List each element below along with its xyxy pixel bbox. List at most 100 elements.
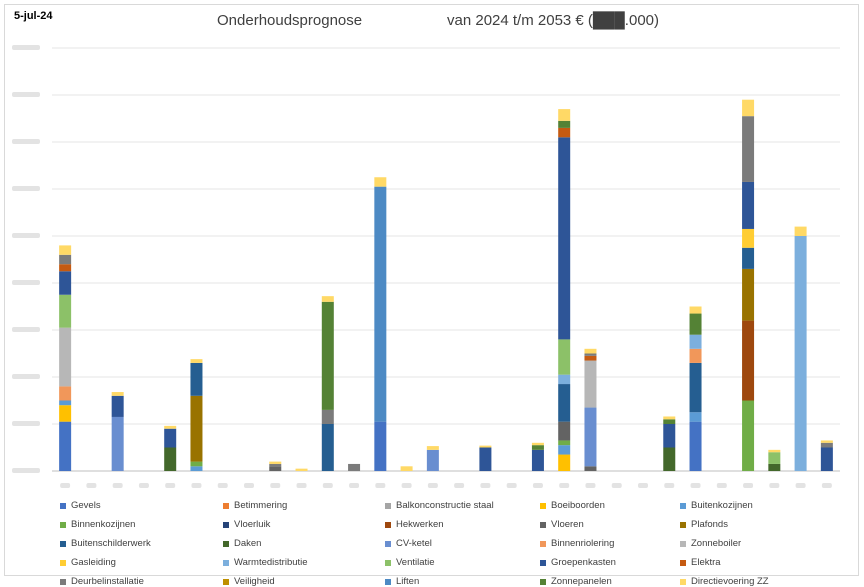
bar-segment	[689, 306, 702, 314]
bar-segment	[584, 466, 597, 471]
bar-segment	[269, 461, 282, 464]
bar-segment	[59, 327, 72, 387]
x-tick-label-blurred	[795, 483, 806, 488]
bar-segment	[768, 463, 781, 471]
legend-swatch	[60, 559, 66, 566]
bar-segment	[190, 359, 203, 363]
bar-segment	[558, 339, 571, 375]
legend-label: CV-ketel	[396, 538, 432, 549]
legend-label: Groepenkasten	[551, 557, 616, 568]
x-tick-label-blurred	[322, 483, 333, 488]
x-tick-label-blurred	[138, 483, 149, 488]
legend-label: Betimmering	[234, 500, 288, 511]
legend-swatch	[680, 578, 686, 585]
bar-segment	[59, 405, 72, 422]
legend-item: Groepenkasten	[540, 557, 616, 568]
bar-segment	[689, 348, 702, 363]
legend-swatch	[385, 578, 391, 585]
x-tick-label-blurred	[690, 483, 701, 488]
bar-segment	[794, 236, 807, 471]
bar-segment	[558, 421, 571, 441]
bar-segment	[768, 452, 781, 464]
x-tick-label-blurred	[559, 483, 570, 488]
bar-segment	[558, 454, 571, 471]
legend-swatch	[223, 502, 229, 509]
legend-swatch	[223, 521, 229, 528]
bar-segment	[164, 447, 177, 471]
y-tick-label-blurred	[12, 139, 40, 144]
bar-segment	[558, 374, 571, 385]
chart-title: Onderhoudsprognose	[217, 12, 363, 29]
x-tick-label-blurred	[270, 483, 281, 488]
x-tick-label-blurred	[532, 483, 543, 488]
x-tick-label-blurred	[664, 483, 675, 488]
y-tick-label-blurred	[12, 92, 40, 97]
bar-segment	[742, 116, 755, 182]
legend-swatch	[60, 521, 66, 528]
bar-segment	[111, 416, 124, 471]
x-tick-label-blurred	[769, 483, 780, 488]
legend-item: Hekwerken	[385, 519, 444, 530]
y-tick-label-blurred	[12, 327, 40, 332]
bar-segment	[531, 449, 544, 471]
y-tick-label-blurred	[12, 233, 40, 238]
legend-swatch	[680, 521, 686, 528]
bar-segment	[820, 442, 833, 448]
bar-segment	[59, 264, 72, 272]
legend-label: Binnenkozijnen	[71, 519, 136, 530]
bar-segment	[742, 400, 755, 471]
bar-segment	[558, 137, 571, 340]
bar-segment	[426, 446, 439, 450]
legend-label: Elektra	[691, 557, 721, 568]
x-tick-label-blurred	[506, 483, 517, 488]
chart-frame	[4, 4, 859, 576]
legend-item: CV-ketel	[385, 538, 432, 549]
bar-segment	[558, 109, 571, 121]
bar-segment	[190, 395, 203, 462]
bar-segment	[400, 466, 413, 471]
y-tick-label-blurred	[12, 186, 40, 191]
bar-segment	[426, 449, 439, 471]
legend-swatch	[680, 502, 686, 509]
x-tick-label-blurred	[375, 483, 386, 488]
x-tick-label-blurred	[60, 483, 71, 488]
legend-item: Gevels	[60, 500, 101, 511]
bar-segment	[742, 247, 755, 269]
legend-label: Warmtedistributie	[234, 557, 308, 568]
legend-label: Zonneboiler	[691, 538, 742, 549]
legend-item: Balkonconstructie staal	[385, 500, 494, 511]
legend-item: Ventilatie	[385, 557, 435, 568]
x-tick-label-blurred	[349, 483, 360, 488]
x-tick-label-blurred	[86, 483, 97, 488]
legend-label: Veiligheid	[234, 576, 275, 587]
legend-label: Gasleiding	[71, 557, 116, 568]
bar-segment	[269, 466, 282, 471]
legend-label: Binnenriolering	[551, 538, 615, 549]
x-tick-label-blurred	[716, 483, 727, 488]
x-tick-label-blurred	[296, 483, 307, 488]
legend-item: Vloeren	[540, 519, 584, 530]
bar-segment	[348, 463, 361, 471]
x-tick-label-blurred	[165, 483, 176, 488]
bar-segment	[584, 355, 597, 361]
bar-segment	[374, 186, 387, 422]
legend-item: Deurbelinstallatie	[60, 576, 144, 587]
bar-segment	[531, 445, 544, 450]
bar-segment	[663, 419, 676, 424]
bar-segment	[321, 409, 334, 424]
bar-segment	[742, 228, 755, 248]
x-tick-label-blurred	[638, 483, 648, 488]
x-tick-label-blurred	[401, 483, 412, 488]
legend-label: Ventilatie	[396, 557, 435, 568]
legend-swatch	[60, 540, 66, 547]
bar-segment	[59, 421, 72, 471]
bar-segment	[374, 421, 387, 471]
legend-item: Buitenkozijnen	[680, 500, 753, 511]
bar-segment	[59, 245, 72, 255]
x-axis	[60, 483, 832, 488]
bar-segment	[584, 407, 597, 467]
bar-segment	[190, 362, 203, 396]
bar-segment	[584, 360, 597, 408]
bar-segment	[663, 416, 676, 420]
x-tick-label-blurred	[611, 483, 622, 488]
